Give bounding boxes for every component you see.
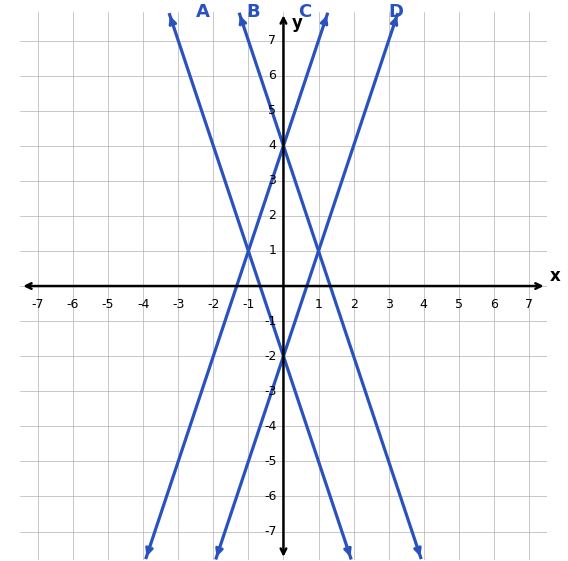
- Text: -2: -2: [264, 350, 277, 362]
- Text: 5: 5: [269, 104, 277, 117]
- Text: -7: -7: [264, 525, 277, 538]
- Text: 3: 3: [385, 298, 392, 311]
- Text: B: B: [247, 3, 261, 21]
- Text: -4: -4: [137, 298, 149, 311]
- Text: y: y: [292, 14, 303, 32]
- Text: A: A: [196, 3, 210, 21]
- Text: 2: 2: [350, 298, 357, 311]
- Text: -6: -6: [67, 298, 79, 311]
- Text: 7: 7: [525, 298, 533, 311]
- Text: -6: -6: [264, 490, 277, 503]
- Text: -4: -4: [264, 420, 277, 433]
- Text: x: x: [550, 266, 561, 284]
- Text: 4: 4: [420, 298, 428, 311]
- Text: 3: 3: [269, 174, 277, 187]
- Text: 2: 2: [269, 209, 277, 222]
- Text: D: D: [388, 3, 403, 21]
- Text: -5: -5: [264, 455, 277, 468]
- Text: 7: 7: [269, 34, 277, 47]
- Text: 1: 1: [315, 298, 323, 311]
- Text: 5: 5: [455, 298, 463, 311]
- Text: -2: -2: [207, 298, 219, 311]
- Text: -3: -3: [172, 298, 185, 311]
- Text: -5: -5: [102, 298, 114, 311]
- Text: 6: 6: [490, 298, 498, 311]
- Text: C: C: [298, 3, 311, 21]
- Text: -7: -7: [32, 298, 44, 311]
- Text: -3: -3: [264, 385, 277, 398]
- Text: -1: -1: [242, 298, 254, 311]
- Text: 1: 1: [269, 245, 277, 257]
- Text: 4: 4: [269, 139, 277, 152]
- Text: 6: 6: [269, 69, 277, 82]
- Text: -1: -1: [264, 315, 277, 328]
